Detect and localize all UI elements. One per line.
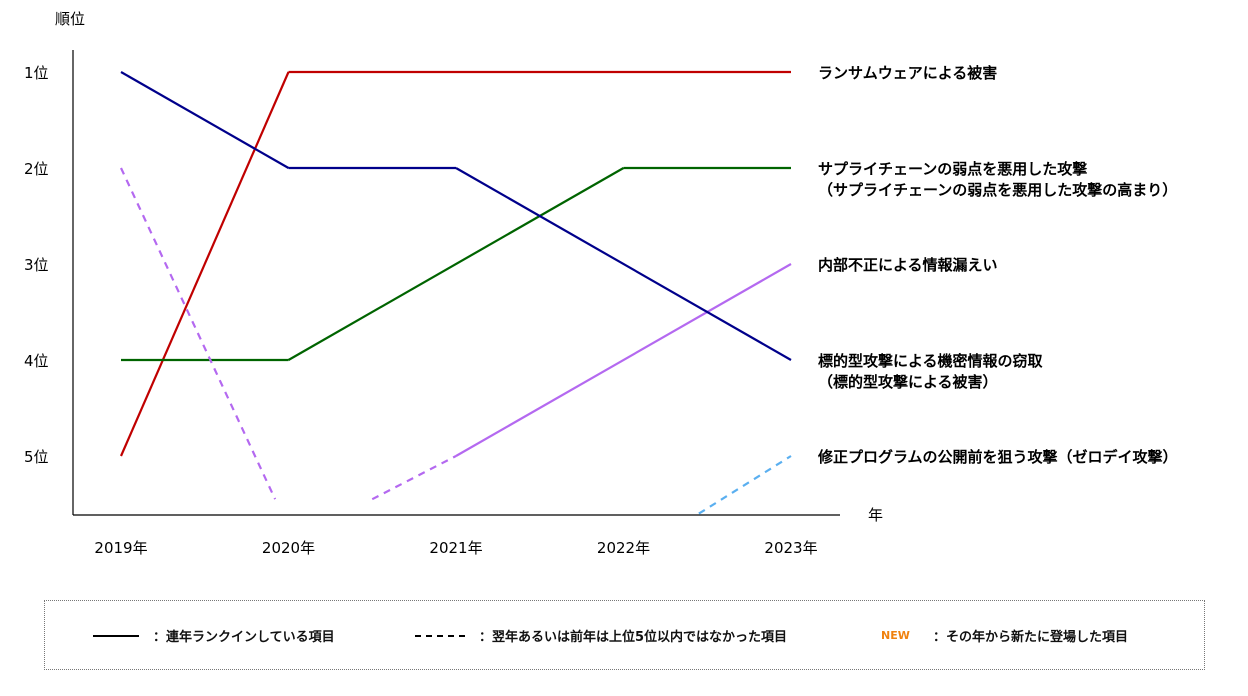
series-1-segment bbox=[119, 71, 290, 457]
y-tick-label: 5位 bbox=[24, 448, 49, 466]
rank-chart: 順位 年 1位 2位 3位 4位 5位 2019年 2020年 2021年 2022年 2023… bbox=[24, 10, 1178, 557]
series-2-segment bbox=[287, 167, 625, 361]
y-tick-label: 4位 bbox=[24, 352, 49, 370]
legend-dashed-label: ：翌年あるいは前年は上位5位以内ではなかった項目 bbox=[479, 630, 788, 645]
series-2-label: サプライチェーンの弱点を悪用した攻撃 bbox=[818, 160, 1087, 178]
x-axis-title: 年 bbox=[868, 506, 883, 524]
y-tick-label: 3位 bbox=[24, 256, 49, 274]
legend-new-badge: NEW bbox=[881, 629, 910, 642]
series-4-segment bbox=[455, 167, 792, 361]
y-tick-label: 1位 bbox=[24, 64, 49, 82]
series-1-label: ランサムウェアによる被害 bbox=[818, 64, 997, 82]
x-tick-label: 2020年 bbox=[262, 539, 315, 557]
series-3-segment bbox=[371, 455, 457, 501]
legend-dashed-line-swatch bbox=[415, 635, 465, 637]
x-tick-label: 2023年 bbox=[764, 539, 817, 557]
series-4-label-line2: （標的型攻撃による被害） bbox=[818, 373, 998, 391]
series-3-label: 内部不正による情報漏えい bbox=[818, 256, 998, 274]
series-5-segment bbox=[698, 455, 792, 515]
series-4-label: 標的型攻撃による機密情報の窃取 bbox=[818, 352, 1044, 370]
legend-solid-line-swatch bbox=[93, 635, 139, 637]
x-tick-label: 2021年 bbox=[429, 539, 482, 557]
series-3-segment bbox=[120, 167, 277, 500]
y-tick-label: 2位 bbox=[24, 160, 49, 178]
legend: ：連年ランクインしている項目 ：翌年あるいは前年は上位5位以内ではなかった項目 … bbox=[44, 600, 1205, 670]
series-4-segment bbox=[120, 71, 290, 169]
series-5-label: 修正プログラムの公開前を狙う攻撃（ゼロデイ攻撃） bbox=[817, 448, 1178, 466]
series-2-label-line2: （サプライチェーンの弱点を悪用した攻撃の高まり） bbox=[818, 181, 1177, 199]
y-axis-title: 順位 bbox=[55, 10, 85, 28]
x-tick-label: 2022年 bbox=[597, 539, 650, 557]
legend-new-label: ：その年から新たに登場した項目 bbox=[933, 630, 1129, 645]
x-tick-label: 2019年 bbox=[94, 539, 147, 557]
legend-solid-label: ：連年ランクインしている項目 bbox=[153, 630, 335, 645]
series-3-segment bbox=[455, 263, 792, 457]
